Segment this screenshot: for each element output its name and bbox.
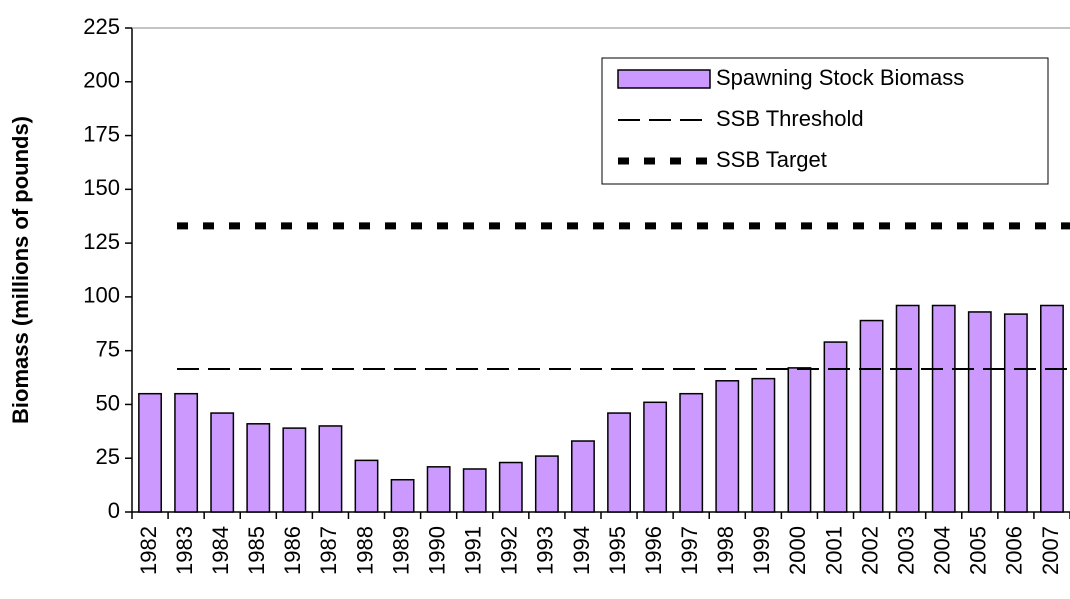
y-tick-label: 0 xyxy=(108,498,120,523)
x-tick-label: 1990 xyxy=(424,526,449,575)
y-tick-label: 125 xyxy=(83,229,120,254)
bar xyxy=(390,478,415,513)
bar xyxy=(1040,304,1064,513)
y-tick-label: 25 xyxy=(96,444,120,469)
bar xyxy=(895,304,920,513)
bar xyxy=(498,461,523,513)
x-tick-label: 1998 xyxy=(713,526,738,575)
bar xyxy=(823,341,848,513)
y-tick-label: 225 xyxy=(83,14,120,39)
legend-label: SSB Target xyxy=(716,147,827,172)
bar xyxy=(1003,313,1028,513)
x-tick-label: 1984 xyxy=(208,526,233,575)
x-tick-label: 2005 xyxy=(966,526,991,575)
x-tick-label: 1985 xyxy=(244,526,269,575)
legend-swatch xyxy=(617,69,711,89)
x-tick-label: 1992 xyxy=(497,526,522,575)
bar xyxy=(751,377,776,513)
x-tick-label: 2000 xyxy=(785,526,810,575)
legend-label: SSB Threshold xyxy=(716,106,864,131)
bar xyxy=(787,367,812,513)
y-tick-label: 150 xyxy=(83,175,120,200)
y-tick-label: 100 xyxy=(83,283,120,308)
bar xyxy=(931,304,956,513)
bar xyxy=(426,466,451,513)
x-tick-label: 1987 xyxy=(316,526,341,575)
y-axis-label: Biomass (millions of pounds) xyxy=(8,116,33,424)
x-tick-label: 2001 xyxy=(821,526,846,575)
bar xyxy=(318,425,343,513)
y-tick-label: 50 xyxy=(96,390,120,415)
legend-label: Spawning Stock Biomass xyxy=(716,65,964,90)
x-tick-label: 1997 xyxy=(677,526,702,575)
bar xyxy=(282,427,307,513)
x-tick-label: 1983 xyxy=(172,526,197,575)
y-tick-label: 200 xyxy=(83,68,120,93)
bar xyxy=(859,319,884,513)
x-tick-label: 2007 xyxy=(1038,526,1063,575)
x-tick-label: 2006 xyxy=(1002,526,1027,575)
bar xyxy=(210,412,235,513)
x-tick-label: 1986 xyxy=(280,526,305,575)
bar xyxy=(607,412,631,513)
x-tick-label: 1982 xyxy=(136,526,161,575)
x-tick-label: 1999 xyxy=(749,526,774,575)
x-tick-label: 1993 xyxy=(533,526,558,575)
bar xyxy=(571,440,595,513)
bar xyxy=(715,380,740,513)
bar xyxy=(534,455,559,513)
x-tick-label: 1996 xyxy=(641,526,666,575)
bar xyxy=(174,392,199,513)
bar xyxy=(138,392,162,513)
x-tick-label: 1994 xyxy=(569,526,594,575)
bar xyxy=(967,311,992,513)
x-tick-label: 2003 xyxy=(893,526,918,575)
bar xyxy=(643,401,668,513)
bar xyxy=(354,459,379,513)
bar xyxy=(679,392,704,513)
y-tick-label: 175 xyxy=(83,121,120,146)
y-tick-label: 75 xyxy=(96,336,120,361)
x-tick-label: 2002 xyxy=(857,526,882,575)
x-tick-label: 1988 xyxy=(352,526,377,575)
bar xyxy=(246,423,271,513)
bar xyxy=(462,468,487,513)
x-tick-label: 1989 xyxy=(388,526,413,575)
x-tick-label: 1991 xyxy=(461,526,486,575)
x-tick-label: 1995 xyxy=(605,526,630,575)
x-tick-label: 2004 xyxy=(930,526,955,575)
